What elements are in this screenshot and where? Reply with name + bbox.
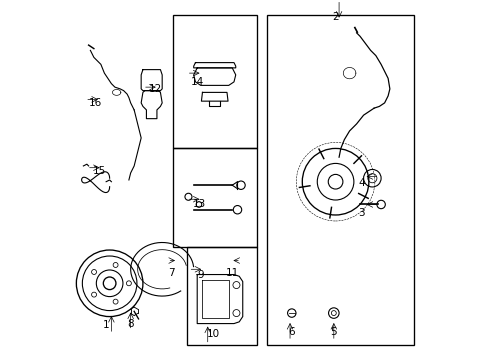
Text: 2: 2 [331, 12, 338, 22]
Text: 1: 1 [102, 320, 109, 330]
Bar [186, 247, 256, 345]
Text: 3: 3 [358, 208, 365, 218]
Text: 12: 12 [148, 84, 162, 94]
Bar [172, 15, 256, 148]
Text: 15: 15 [92, 166, 105, 176]
Text: 4: 4 [358, 179, 365, 189]
Bar [267, 15, 413, 345]
Text: 13: 13 [192, 199, 205, 210]
Text: 8: 8 [127, 319, 134, 329]
Text: 11: 11 [225, 268, 238, 278]
Bar [172, 148, 256, 247]
Text: 6: 6 [288, 327, 294, 337]
Text: 10: 10 [206, 329, 219, 339]
Text: 16: 16 [89, 98, 102, 108]
Text: 9: 9 [197, 270, 203, 280]
Text: 5: 5 [330, 327, 336, 337]
Text: 14: 14 [190, 77, 203, 87]
Text: 7: 7 [167, 268, 174, 278]
